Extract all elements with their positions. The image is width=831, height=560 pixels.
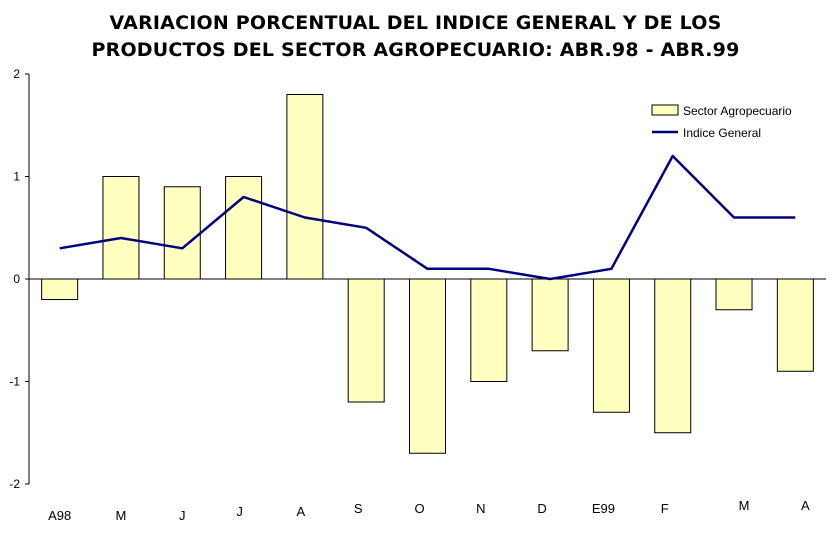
bar-series-sector-agropecuario (41, 94, 814, 454)
x-category-label: E99 (592, 501, 615, 516)
bar (286, 94, 324, 280)
legend-label-bar: Sector Agropecuario (683, 104, 792, 118)
chart-title-line-2: PRODUCTOS DEL SECTOR AGROPECUARIO: ABR.9… (91, 39, 740, 61)
x-category-label: A98 (48, 508, 71, 523)
x-category-label: N (476, 501, 485, 516)
bar (347, 278, 385, 403)
chart-title-line-1: VARIACION PORCENTUAL DEL INDICE GENERAL … (109, 12, 722, 34)
x-category-label: S (354, 501, 363, 516)
bar (776, 278, 814, 372)
x-category-label: A (801, 498, 810, 513)
x-axis-categories: A98 M J J A S O N D E99 F M A (48, 498, 810, 523)
legend: Sector Agropecuario Indice General (651, 104, 792, 140)
y-tick-label: 0 (13, 272, 20, 286)
y-tick-label: 1 (13, 170, 20, 184)
y-tick-label: -1 (9, 375, 20, 389)
y-tick-label: -2 (9, 477, 20, 491)
legend-label-line: Indice General (683, 126, 761, 140)
chart-title: VARIACION PORCENTUAL DEL INDICE GENERAL … (0, 10, 831, 64)
bar (163, 186, 201, 280)
x-category-label: A (297, 504, 306, 519)
bar (470, 278, 508, 382)
x-category-label: O (414, 501, 424, 516)
x-category-label: M (116, 508, 127, 523)
bar (715, 278, 753, 311)
bar (41, 278, 79, 300)
x-category-label: J (179, 508, 186, 523)
legend-swatch-bar (651, 104, 679, 116)
series-line (59, 154, 796, 281)
bar (654, 278, 692, 434)
bar (225, 176, 263, 280)
bar (102, 176, 140, 280)
y-axis-ticks: 2 1 0 -1 -2 (9, 67, 29, 491)
line-series-indice-general (59, 154, 796, 281)
x-category-label: D (537, 501, 546, 516)
bar (592, 278, 630, 413)
x-category-label: J (236, 504, 243, 519)
y-tick-label: 2 (13, 67, 20, 81)
bar (409, 278, 446, 454)
bar (531, 278, 569, 352)
x-category-label: M (739, 498, 750, 513)
x-category-label: F (661, 501, 669, 516)
